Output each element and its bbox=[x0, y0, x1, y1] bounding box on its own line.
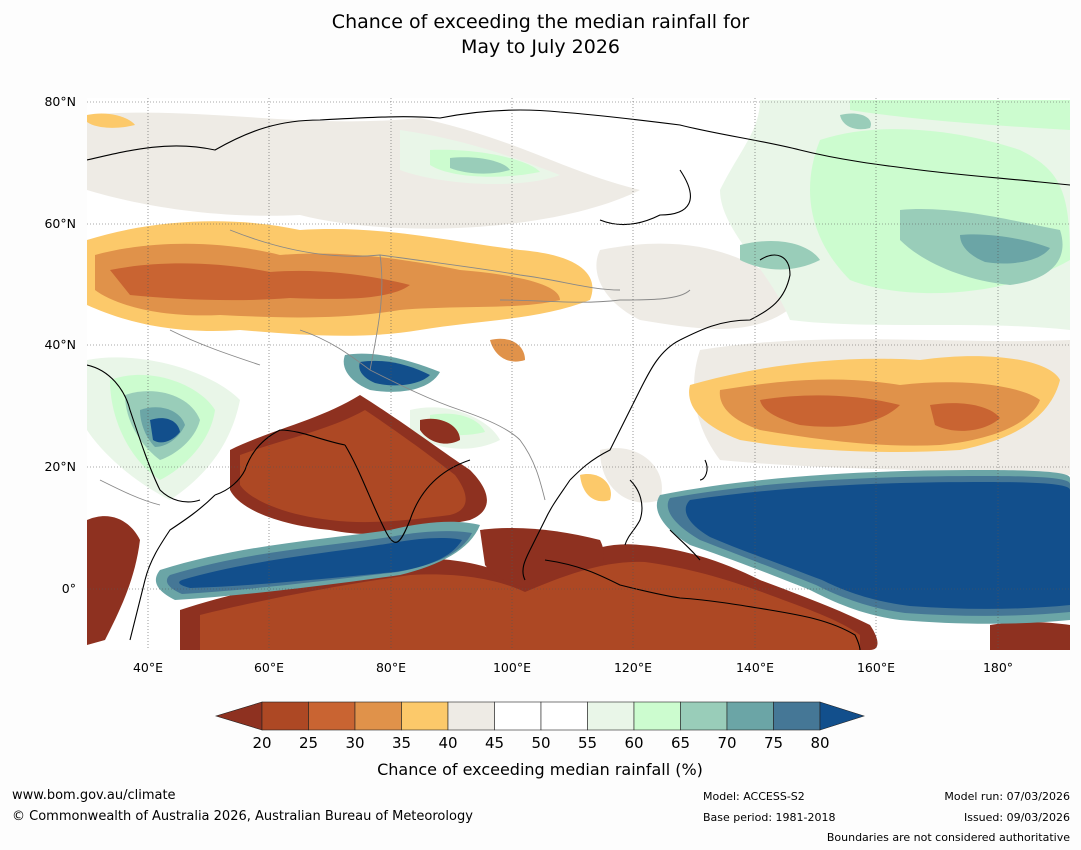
lon-label-80e: 80°E bbox=[376, 660, 406, 675]
lon-label-100e: 100°E bbox=[493, 660, 531, 675]
lat-label-0: 0° bbox=[62, 581, 76, 596]
colorbar-tick-label: 80 bbox=[810, 734, 829, 752]
colorbar-tick-label: 60 bbox=[624, 734, 643, 752]
colorbar-segment bbox=[447, 701, 495, 731]
lon-label-120e: 120°E bbox=[614, 660, 652, 675]
colorbar-tick-labels: 20 25 30 35 40 45 50 55 60 65 70 75 80 bbox=[252, 734, 829, 752]
colorbar-segment bbox=[354, 701, 402, 731]
lon-label-140e: 140°E bbox=[736, 660, 774, 675]
lon-label-160e: 160°E bbox=[857, 660, 895, 675]
footer-model: Model: ACCESS-S2 bbox=[703, 790, 805, 803]
graticule bbox=[87, 98, 1070, 650]
footer-base-period: Base period: 1981-2018 bbox=[703, 811, 836, 824]
footer-copyright: © Commonwealth of Australia 2026, Austra… bbox=[12, 809, 473, 824]
probability-above-80-areas bbox=[150, 360, 1070, 609]
title-line-2: May to July 2026 bbox=[461, 36, 620, 58]
colorbar-segment bbox=[680, 701, 728, 731]
colorbar-segment bbox=[494, 701, 542, 731]
colorbar bbox=[214, 701, 865, 731]
lat-label-80n: 80°N bbox=[44, 94, 76, 109]
probability-20-25-areas bbox=[200, 410, 860, 650]
colorbar-segment bbox=[726, 701, 774, 731]
chart-title: Chance of exceeding the median rainfall … bbox=[0, 10, 1081, 60]
colorbar-label: Chance of exceeding median rainfall (%) bbox=[377, 760, 703, 779]
colorbar-tick-label: 20 bbox=[252, 734, 271, 752]
coastlines bbox=[87, 109, 1070, 650]
colorbar-segment bbox=[308, 701, 356, 731]
lon-label-40e: 40°E bbox=[133, 660, 163, 675]
footer-model-run: Model run: 07/03/2026 bbox=[944, 790, 1070, 803]
longitude-labels: 40°E 60°E 80°E 100°E 120°E 140°E 160°E 1… bbox=[133, 660, 1013, 675]
colorbar-segment bbox=[773, 701, 821, 731]
lat-label-40n: 40°N bbox=[44, 337, 76, 352]
probability-25-30-areas bbox=[110, 263, 1000, 431]
title-line-1: Chance of exceeding the median rainfall … bbox=[331, 11, 750, 33]
colorbar-tick-label: 35 bbox=[392, 734, 411, 752]
colorbar-tick-label: 55 bbox=[578, 734, 597, 752]
lon-label-180: 180° bbox=[983, 660, 1013, 675]
colorbar-tick-label: 50 bbox=[531, 734, 550, 752]
colorbar-segment bbox=[633, 701, 681, 731]
latitude-labels: 80°N 60°N 40°N 20°N 0° bbox=[44, 94, 76, 596]
lat-label-20n: 20°N bbox=[44, 459, 76, 474]
colorbar-segment bbox=[587, 701, 635, 731]
colorbar-tick-label: 25 bbox=[299, 734, 318, 752]
map-plot-area bbox=[87, 98, 1070, 650]
colorbar-arrow-low bbox=[214, 701, 263, 731]
colorbar-segment bbox=[540, 701, 588, 731]
colorbar-tick-label: 30 bbox=[345, 734, 364, 752]
colorbar-tick-label: 65 bbox=[671, 734, 690, 752]
colorbar-arrow-high bbox=[819, 701, 865, 731]
footer-disclaimer: Boundaries are not considered authoritat… bbox=[826, 831, 1070, 844]
country-borders bbox=[99, 229, 691, 506]
footer-issued: Issued: 09/03/2026 bbox=[963, 811, 1070, 824]
colorbar-tick-label: 70 bbox=[717, 734, 736, 752]
colorbar-segment bbox=[401, 701, 449, 731]
lon-label-60e: 60°E bbox=[254, 660, 284, 675]
colorbar-tick-label: 40 bbox=[438, 734, 457, 752]
footer-url: www.bom.gov.au/climate bbox=[12, 788, 176, 803]
colorbar-tick-label: 45 bbox=[485, 734, 504, 752]
colorbar-tick-label: 75 bbox=[764, 734, 783, 752]
lat-label-60n: 60°N bbox=[44, 216, 76, 231]
colorbar-segment bbox=[261, 701, 309, 731]
